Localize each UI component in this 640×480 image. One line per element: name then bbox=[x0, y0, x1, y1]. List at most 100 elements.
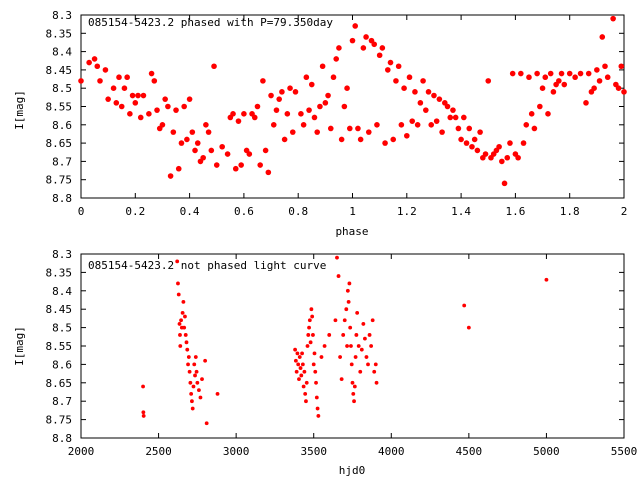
unphased-data-point bbox=[188, 380, 193, 385]
phased-data-point bbox=[186, 96, 193, 102]
unphased-x-tick-label: 4500 bbox=[456, 445, 483, 458]
phased-data-point bbox=[360, 45, 367, 51]
phased-data-point bbox=[124, 74, 130, 81]
phased-data-point bbox=[509, 70, 516, 77]
phased-data-point bbox=[382, 140, 388, 146]
unphased-data-point bbox=[339, 377, 344, 382]
phased-data-point bbox=[135, 92, 141, 99]
phased-data-point bbox=[306, 107, 312, 113]
unphased-y-tick-label: 8.45 bbox=[46, 303, 73, 316]
phased-data-point bbox=[455, 125, 462, 132]
phased-data-point bbox=[314, 129, 321, 135]
phased-data-point bbox=[355, 125, 361, 132]
unphased-x-tick-label: 3500 bbox=[300, 445, 327, 458]
phased-data-point bbox=[257, 162, 263, 168]
unphased-data-point bbox=[338, 355, 342, 359]
unphased-data-point bbox=[305, 344, 310, 348]
unphased-data-point bbox=[300, 351, 304, 356]
phased-data-point bbox=[469, 143, 475, 150]
unphased-data-point bbox=[333, 318, 338, 323]
unphased-data-point bbox=[344, 307, 349, 312]
unphased-data-point bbox=[183, 314, 187, 319]
phased-x-tick-label: 0 bbox=[78, 205, 85, 218]
phased-data-point bbox=[528, 111, 535, 117]
unphased-data-point bbox=[356, 344, 361, 348]
phased-data-point bbox=[439, 129, 445, 135]
phased-data-point bbox=[322, 100, 329, 106]
phased-data-point bbox=[344, 85, 350, 91]
phased-x-tick-label: 0.4 bbox=[180, 205, 200, 218]
phased-data-point bbox=[232, 165, 239, 172]
unphased-data-point bbox=[306, 333, 311, 337]
phased-data-point bbox=[447, 114, 454, 121]
phased-data-point bbox=[262, 147, 269, 154]
phased-data-point bbox=[610, 15, 616, 22]
phased-data-point bbox=[352, 23, 359, 29]
phased-data-point bbox=[431, 92, 437, 99]
phased-data-point bbox=[615, 85, 622, 91]
phased-data-point bbox=[184, 136, 190, 143]
unphased-data-point bbox=[141, 410, 146, 415]
unphased-data-point bbox=[296, 362, 301, 367]
unphased-data-point bbox=[186, 362, 190, 367]
phased-data-point bbox=[604, 74, 611, 81]
unphased-data-point bbox=[302, 369, 307, 374]
phased-data-point bbox=[148, 70, 155, 77]
unphased-y-tick-label: 8.4 bbox=[52, 285, 72, 298]
phased-x-axis-label: phase bbox=[335, 225, 368, 238]
phased-y-tick-label: 8.6 bbox=[52, 119, 72, 132]
phased-data-point bbox=[420, 78, 426, 84]
phased-data-point bbox=[281, 136, 288, 143]
phased-data-point bbox=[482, 151, 489, 157]
phased-data-point bbox=[137, 114, 144, 121]
unphased-data-point bbox=[293, 347, 297, 352]
phased-data-point bbox=[474, 147, 481, 154]
phased-data-point bbox=[390, 136, 397, 143]
phased-data-point bbox=[341, 103, 348, 110]
phased-data-point bbox=[175, 165, 182, 172]
unphased-data-point bbox=[352, 384, 357, 389]
phased-data-point bbox=[531, 125, 538, 132]
phased-data-point bbox=[346, 125, 353, 132]
unphased-x-tick-label: 4000 bbox=[378, 445, 405, 458]
unphased-plot-title: 085154-5423.2 not phased light curve bbox=[88, 259, 326, 272]
phased-data-point bbox=[384, 67, 391, 73]
unphased-y-tick-label: 8.75 bbox=[46, 414, 73, 427]
phased-y-tick-label: 8.3 bbox=[52, 9, 72, 22]
unphased-data-point bbox=[187, 369, 192, 374]
phased-data-point bbox=[181, 103, 187, 110]
unphased-data-point bbox=[358, 369, 363, 374]
unphased-data-point bbox=[181, 299, 186, 304]
unphased-data-point bbox=[301, 384, 306, 389]
unphased-data-point bbox=[184, 340, 189, 345]
phased-data-point bbox=[520, 140, 527, 146]
unphased-data-point bbox=[190, 399, 194, 404]
unphased-data-point bbox=[297, 355, 302, 359]
phased-data-point bbox=[374, 122, 380, 128]
phased-data-point bbox=[428, 122, 435, 128]
phased-data-point bbox=[298, 111, 304, 117]
unphased-data-point bbox=[294, 369, 299, 374]
phased-data-point bbox=[208, 147, 215, 154]
phased-data-point bbox=[224, 151, 231, 157]
phased-data-point bbox=[526, 74, 532, 81]
phased-data-point bbox=[91, 56, 98, 62]
phased-data-point bbox=[444, 103, 451, 110]
unphased-data-point bbox=[299, 373, 304, 378]
phased-data-point bbox=[504, 154, 511, 161]
phased-data-point bbox=[200, 154, 206, 161]
phased-data-point bbox=[365, 129, 372, 135]
unphased-data-point bbox=[347, 281, 352, 286]
unphased-data-point bbox=[178, 333, 182, 337]
unphased-data-point bbox=[314, 395, 319, 400]
phased-data-point bbox=[499, 158, 505, 165]
phased-data-point bbox=[409, 118, 416, 124]
phased-data-point bbox=[583, 100, 589, 106]
phased-light-curve-panel: 085154-5423.2 phased with P=79.350day ph… bbox=[13, 9, 627, 238]
phased-data-point bbox=[398, 122, 405, 128]
unphased-data-point bbox=[369, 344, 374, 348]
phased-x-tick-label: 1.8 bbox=[560, 205, 580, 218]
phased-data-point bbox=[376, 52, 383, 59]
phased-data-point bbox=[395, 63, 402, 70]
phased-data-point bbox=[404, 132, 410, 139]
